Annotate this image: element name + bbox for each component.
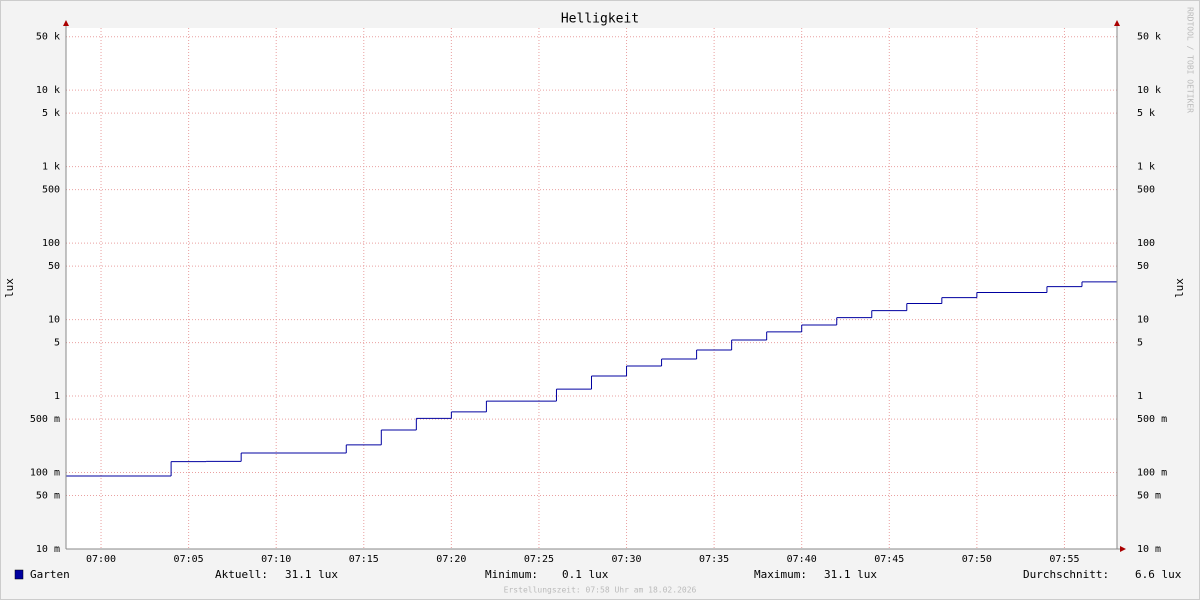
x-tick-label: 07:30: [611, 554, 641, 565]
legend-swatch: [14, 569, 24, 580]
x-tick-label: 07:55: [1049, 554, 1079, 565]
stat-value: 31.1 lux: [285, 568, 338, 581]
y-tick-label-right: 10: [1137, 315, 1149, 326]
y-tick-label: 100: [42, 238, 60, 249]
x-tick-label: 07:45: [874, 554, 904, 565]
y-tick-label: 500: [42, 185, 60, 196]
y-tick-label: 1: [54, 391, 60, 402]
y-tick-label-right: 1: [1137, 391, 1143, 402]
y-tick-label: 50 m: [36, 491, 60, 502]
x-tick-label: 07:40: [787, 554, 817, 565]
y-tick-label-right: 5: [1137, 338, 1143, 349]
x-tick-label: 07:10: [261, 554, 291, 565]
stat-value: 31.1 lux: [824, 568, 877, 581]
axis-arrow: [1120, 546, 1126, 552]
y-tick-label-right: 10 m: [1137, 544, 1161, 555]
y-tick-label-right: 50: [1137, 261, 1149, 272]
x-tick-label: 07:50: [962, 554, 992, 565]
x-tick-label: 07:20: [436, 554, 466, 565]
y-tick-label-right: 5 k: [1137, 108, 1155, 119]
stat-value: 0.1 lux: [562, 568, 609, 581]
y-tick-label: 50: [48, 261, 60, 272]
marks: [66, 281, 1117, 477]
y-axis-label: lux: [3, 278, 16, 298]
x-tick-label: 07:25: [524, 554, 554, 565]
y-tick-label: 10 m: [36, 544, 60, 555]
y-tick-label: 10 k: [36, 85, 60, 96]
x-tick-label: 07:00: [86, 554, 116, 565]
y-tick-label-right: 50 k: [1137, 32, 1161, 43]
stat-label: Maximum:: [754, 568, 807, 581]
axis-arrow: [1114, 20, 1120, 26]
y-tick-label: 5 k: [42, 108, 60, 119]
stat-label: Durchschnitt:: [1023, 568, 1109, 581]
y-tick-label-right: 50 m: [1137, 491, 1161, 502]
y-tick-label-right: 10 k: [1137, 85, 1161, 96]
y-tick-label: 10: [48, 315, 60, 326]
watermark: RRDTOOL / TOBI OETIKER: [1186, 7, 1195, 113]
plot-area: [66, 28, 1117, 549]
stat-value: 6.6 lux: [1135, 568, 1182, 581]
stat-label: Minimum:: [485, 568, 538, 581]
chart-title: Helligkeit: [561, 12, 639, 27]
y-tick-label: 1 k: [42, 162, 60, 173]
stat-label: Aktuell:: [215, 568, 268, 581]
y-tick-label-right: 500 m: [1137, 414, 1167, 425]
x-tick-label: 07:35: [699, 554, 729, 565]
y-axis-label-right: lux: [1173, 278, 1186, 298]
y-tick-label-right: 100: [1137, 238, 1155, 249]
legend-label: Garten: [30, 568, 70, 581]
footer: Erstellungszeit: 07:58 Uhr am 18.02.2026: [504, 586, 697, 595]
y-tick-label: 100 m: [30, 468, 60, 479]
y-tick-label-right: 500: [1137, 185, 1155, 196]
y-tick-label: 50 k: [36, 32, 60, 43]
y-tick-label-right: 1 k: [1137, 162, 1155, 173]
x-tick-label: 07:05: [174, 554, 204, 565]
y-tick-label: 500 m: [30, 414, 60, 425]
axis-arrow: [63, 20, 69, 26]
y-tick-label-right: 100 m: [1137, 468, 1167, 479]
x-tick-label: 07:15: [349, 554, 379, 565]
y-tick-label: 5: [54, 338, 60, 349]
